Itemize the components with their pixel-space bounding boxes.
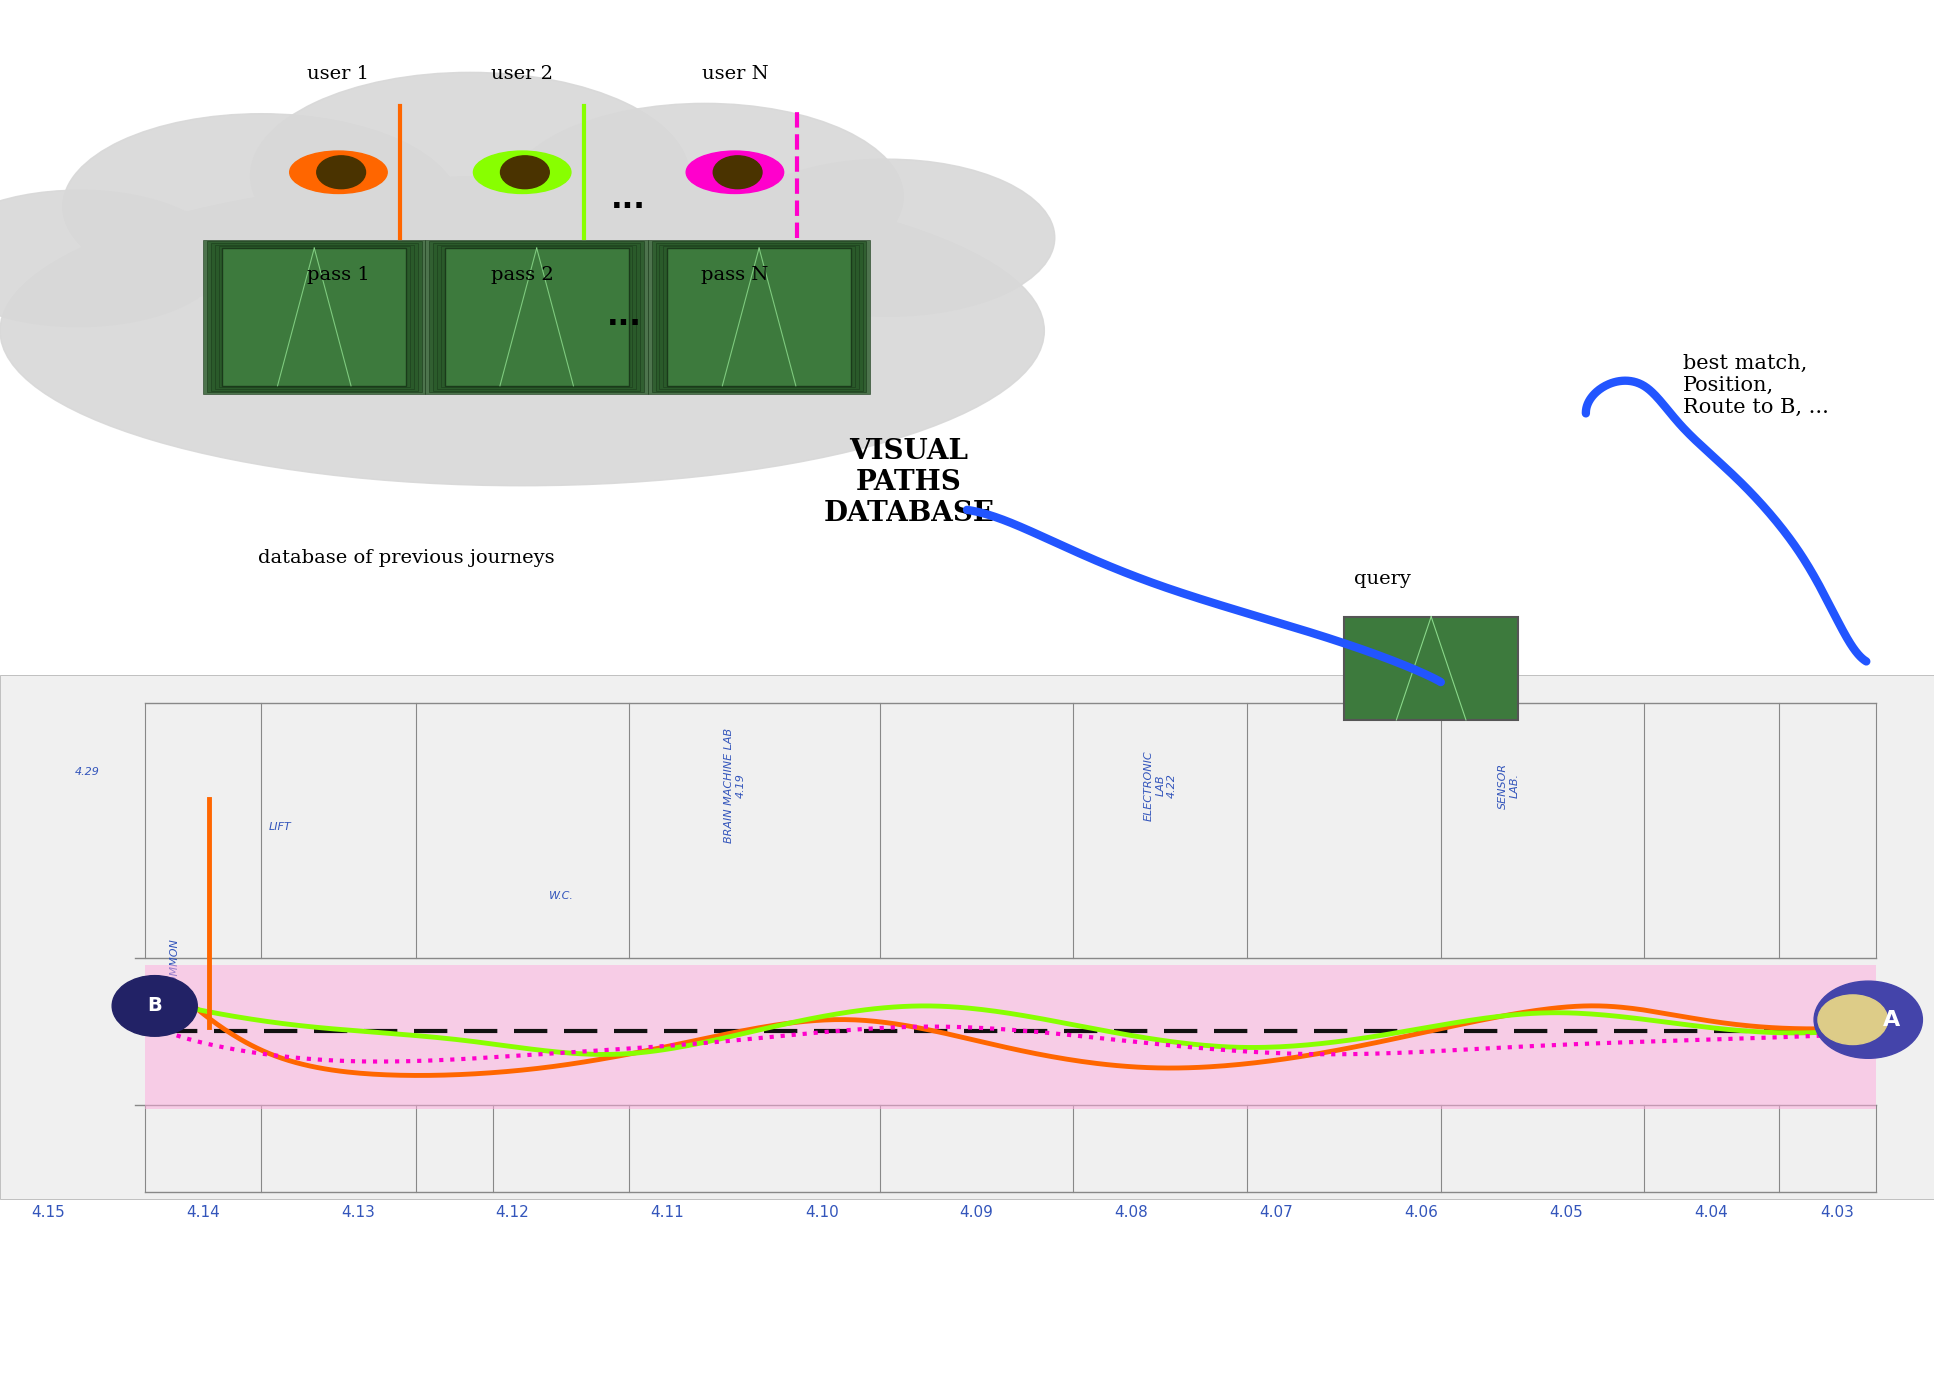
Text: 4.08: 4.08 (1114, 1206, 1149, 1220)
FancyBboxPatch shape (433, 243, 640, 391)
Text: COMMON: COMMON (168, 938, 180, 991)
FancyBboxPatch shape (659, 245, 859, 389)
FancyBboxPatch shape (425, 240, 648, 394)
FancyBboxPatch shape (219, 247, 410, 387)
FancyBboxPatch shape (648, 240, 870, 394)
Ellipse shape (687, 152, 783, 193)
Text: 4.05: 4.05 (1549, 1206, 1584, 1220)
Text: pass 2: pass 2 (491, 266, 553, 284)
Text: ELECTRONIC
LAB
4.22: ELECTRONIC LAB 4.22 (1143, 750, 1178, 821)
Ellipse shape (474, 152, 571, 193)
Text: VISUAL
PATHS
DATABASE: VISUAL PATHS DATABASE (824, 438, 994, 526)
Ellipse shape (501, 156, 549, 189)
FancyBboxPatch shape (656, 243, 863, 391)
Text: ...: ... (611, 185, 646, 215)
Text: 4.04: 4.04 (1694, 1206, 1729, 1220)
FancyBboxPatch shape (207, 241, 422, 393)
Text: 4.14: 4.14 (186, 1206, 220, 1220)
FancyBboxPatch shape (437, 245, 636, 389)
FancyBboxPatch shape (0, 675, 1934, 1199)
Ellipse shape (507, 103, 903, 289)
Ellipse shape (317, 156, 366, 189)
Ellipse shape (251, 72, 689, 278)
Text: 4.10: 4.10 (805, 1206, 839, 1220)
FancyBboxPatch shape (663, 247, 855, 387)
FancyBboxPatch shape (1344, 617, 1518, 719)
Text: W.C.: W.C. (549, 890, 572, 901)
Ellipse shape (714, 156, 762, 189)
Text: 4.09: 4.09 (959, 1206, 994, 1220)
FancyBboxPatch shape (652, 241, 866, 393)
Circle shape (1818, 995, 1888, 1045)
FancyBboxPatch shape (203, 240, 425, 394)
Text: user N: user N (702, 65, 768, 83)
Circle shape (1814, 981, 1922, 1058)
Polygon shape (145, 965, 1876, 1109)
Text: best match,
Position,
Route to B, ...: best match, Position, Route to B, ... (1683, 354, 1828, 418)
FancyBboxPatch shape (211, 243, 418, 391)
Text: B: B (147, 996, 162, 1016)
Ellipse shape (721, 158, 1054, 317)
FancyBboxPatch shape (445, 248, 629, 386)
Ellipse shape (0, 190, 224, 327)
Text: BRAIN MACHINE LAB
4.19: BRAIN MACHINE LAB 4.19 (723, 728, 747, 843)
Text: 4.13: 4.13 (340, 1206, 375, 1220)
Text: LIFT: LIFT (269, 821, 292, 832)
FancyBboxPatch shape (222, 248, 406, 386)
FancyBboxPatch shape (215, 245, 414, 389)
Text: pass N: pass N (702, 266, 768, 284)
Circle shape (112, 976, 197, 1036)
Ellipse shape (290, 152, 387, 193)
Text: 4.07: 4.07 (1259, 1206, 1294, 1220)
Text: 4.15: 4.15 (31, 1206, 66, 1220)
Text: user 1: user 1 (308, 65, 369, 83)
Text: SENSOR
LAB.: SENSOR LAB. (1497, 762, 1520, 809)
Text: 4.11: 4.11 (650, 1206, 685, 1220)
FancyBboxPatch shape (429, 241, 644, 393)
Text: user 2: user 2 (491, 65, 553, 83)
Ellipse shape (62, 114, 460, 300)
Text: A: A (1884, 1010, 1899, 1029)
FancyBboxPatch shape (667, 248, 851, 386)
Text: 4.06: 4.06 (1404, 1206, 1439, 1220)
Text: 4.12: 4.12 (495, 1206, 530, 1220)
FancyBboxPatch shape (441, 247, 632, 387)
Text: ...: ... (607, 302, 642, 332)
Text: database of previous journeys: database of previous journeys (257, 548, 555, 568)
Ellipse shape (0, 176, 1044, 486)
Text: query: query (1354, 569, 1410, 588)
Text: 4.03: 4.03 (1820, 1206, 1855, 1220)
Text: 4.29: 4.29 (75, 766, 99, 777)
Text: pass 1: pass 1 (308, 266, 369, 284)
